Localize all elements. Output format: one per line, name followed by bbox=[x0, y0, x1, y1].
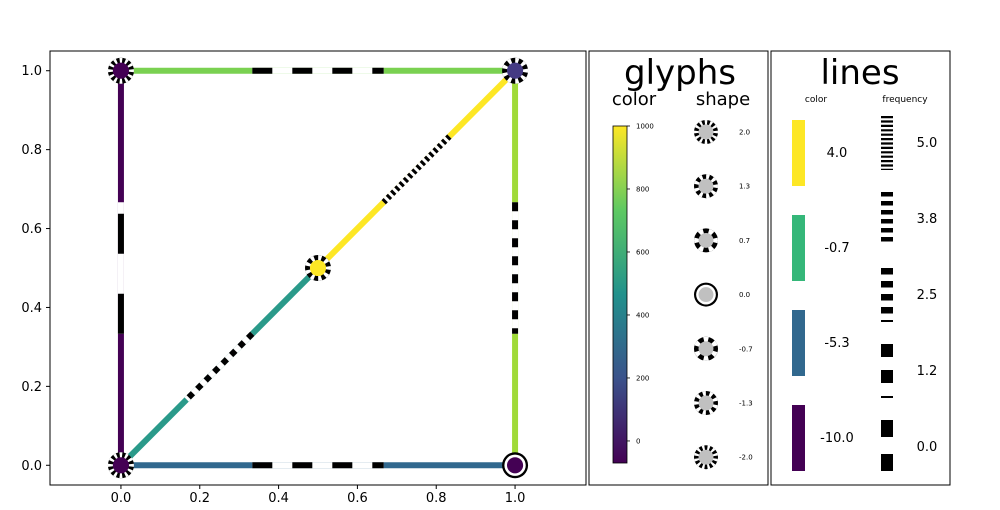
line-frequency-label: 0.0 bbox=[917, 440, 938, 455]
nodes-layer bbox=[107, 57, 529, 479]
x-tick-label: 0.4 bbox=[268, 491, 289, 506]
shape-legend-items: 2.0 1.3 0.7 0.0 -0.7 -1.3 -2.0 bbox=[694, 120, 753, 470]
colorbar-tick-label: 800 bbox=[636, 185, 649, 193]
y-tick-label: 0.4 bbox=[21, 301, 42, 316]
glyphs-color-title: color bbox=[612, 89, 657, 110]
line-color-swatch bbox=[792, 215, 805, 281]
edge-3-mid-pattern bbox=[184, 331, 255, 402]
shape-legend-label: 1.3 bbox=[739, 183, 750, 191]
y-tick-label: 0.0 bbox=[21, 459, 42, 474]
node-2 bbox=[305, 255, 331, 281]
colorbar-tick-label: 0 bbox=[636, 437, 640, 445]
node-1 bbox=[502, 57, 529, 84]
y-tick-label: 0.6 bbox=[21, 222, 42, 237]
colorbar bbox=[612, 125, 628, 464]
line-frequency-label: 1.2 bbox=[917, 364, 938, 379]
x-tick-label: 0.0 bbox=[111, 491, 132, 506]
shape-legend-label: -1.3 bbox=[739, 400, 753, 408]
edge-2-mid-bg bbox=[381, 134, 452, 205]
x-tick-label: 0.2 bbox=[189, 491, 210, 506]
node-3 bbox=[107, 452, 134, 479]
line-color-swatch bbox=[792, 405, 805, 471]
glyphs-shape-title: shape bbox=[696, 89, 750, 110]
line-frequency-items: 5.0 3.8 2.5 1.2 0.0 bbox=[881, 116, 937, 474]
y-tick-label: 1.0 bbox=[21, 64, 42, 79]
colorbar-tick-label: 400 bbox=[636, 311, 649, 319]
y-tick-label: 0.2 bbox=[21, 380, 42, 395]
colorbar-tick-label: 200 bbox=[636, 374, 649, 382]
shape-legend-glyph bbox=[694, 120, 719, 144]
network-plot: 0.0 0.2 0.4 0.6 0.8 1.0 0.0 0.2 0.4 0.6 0.8 1.0 bbox=[21, 50, 587, 506]
glyphs-legend: glyphs color shape 1000 800 600 400 200 0 2.0… bbox=[588, 50, 769, 486]
x-axis-ticks: 0.0 0.2 0.4 0.6 0.8 1.0 bbox=[111, 485, 526, 506]
shape-legend-label: 0.7 bbox=[739, 237, 750, 245]
x-tick-label: 0.8 bbox=[426, 491, 447, 506]
line-frequency-label: 5.0 bbox=[917, 136, 938, 151]
x-tick-label: 0.6 bbox=[347, 491, 368, 506]
line-color-label: -10.0 bbox=[820, 431, 854, 446]
shape-legend-glyph bbox=[694, 445, 718, 470]
line-color-label: 4.0 bbox=[827, 146, 848, 161]
edges-layer bbox=[117, 67, 519, 469]
shape-legend-glyph bbox=[694, 282, 718, 307]
y-tick-label: 0.8 bbox=[21, 143, 42, 158]
lines-legend: lines color frequency 4.0 -0.7 -5.3 -10.0 5… bbox=[770, 50, 951, 486]
shape-legend-label: 2.0 bbox=[739, 129, 750, 137]
shape-legend-glyph bbox=[694, 174, 718, 199]
y-axis-ticks: 0.0 0.2 0.4 0.6 0.8 1.0 bbox=[21, 64, 50, 474]
line-frequency-label: 3.8 bbox=[917, 212, 938, 227]
x-tick-label: 1.0 bbox=[505, 491, 526, 506]
colorbar-ticks: 1000 800 600 400 200 0 bbox=[627, 123, 654, 445]
colorbar-tick-label: 600 bbox=[636, 248, 649, 256]
shape-legend-glyph bbox=[694, 336, 718, 361]
line-color-swatch bbox=[792, 310, 805, 376]
line-color-label: -0.7 bbox=[824, 241, 849, 256]
shape-legend-label: -2.0 bbox=[739, 454, 753, 462]
lines-legend-title: lines bbox=[820, 53, 899, 93]
colorbar-tick-label: 1000 bbox=[636, 123, 654, 131]
line-color-label: -5.3 bbox=[824, 336, 849, 351]
lines-frequency-title: frequency bbox=[882, 95, 928, 105]
node-0 bbox=[107, 57, 134, 84]
shape-legend-glyph bbox=[694, 391, 718, 415]
line-color-swatch bbox=[792, 120, 805, 186]
shape-legend-label: 0.0 bbox=[739, 291, 750, 299]
glyphs-legend-title: glyphs bbox=[624, 53, 736, 93]
line-color-items: 4.0 -0.7 -5.3 -10.0 bbox=[792, 120, 854, 471]
node-4 bbox=[502, 452, 529, 479]
line-frequency-label: 2.5 bbox=[917, 288, 938, 303]
lines-color-title: color bbox=[805, 95, 827, 105]
shape-legend-glyph bbox=[694, 228, 718, 253]
shape-legend-label: -0.7 bbox=[739, 345, 753, 353]
